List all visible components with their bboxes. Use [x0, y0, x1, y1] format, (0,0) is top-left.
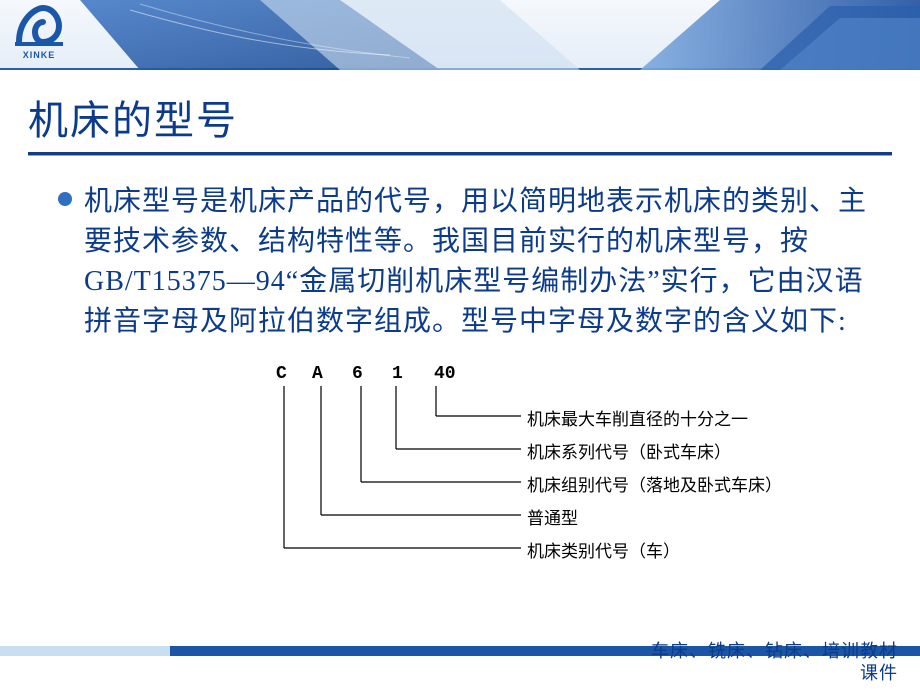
slide-title: 机床的型号 — [28, 88, 892, 146]
bullet-text: 机床型号是机床产品的代号，用以简明地表示机床的类别、主要技术参数、结构特性等。我… — [84, 182, 874, 342]
logo: XINKE — [6, 2, 72, 66]
diagram-label: 普通型 — [527, 504, 578, 529]
footer-line2: 课件 — [860, 663, 898, 683]
footer-bar-light — [0, 646, 170, 656]
header-decoration — [80, 0, 920, 70]
diagram-label: 机床组别代号（落地及卧式车床） — [527, 471, 782, 496]
diagram-label: 机床最大车削直径的十分之一 — [527, 405, 748, 430]
bullet-item: 机床型号是机床产品的代号，用以简明地表示机床的类别、主要技术参数、结构特性等。我… — [58, 182, 874, 342]
bullet-icon — [58, 192, 72, 206]
logo-text: XINKE — [6, 50, 72, 60]
footer-text: 车床、铣床、钻床、培训教材 课件 — [651, 640, 898, 684]
body-area: 机床型号是机床产品的代号，用以简明地表示机床的类别、主要技术参数、结构特性等。我… — [0, 156, 920, 594]
footer-line1: 车床、铣床、钻床、培训教材 — [651, 641, 898, 661]
code-diagram: CA6140 机床最大车削直径的十分之一机床系列代号（卧式车床）机床组别代号（落… — [186, 364, 746, 594]
diagram-label: 机床系列代号（卧式车床） — [527, 438, 731, 463]
slide-header: XINKE — [0, 0, 920, 70]
title-block: 机床的型号 — [28, 88, 892, 156]
diagram-label: 机床类别代号（车） — [527, 537, 680, 562]
logo-icon — [13, 2, 65, 48]
